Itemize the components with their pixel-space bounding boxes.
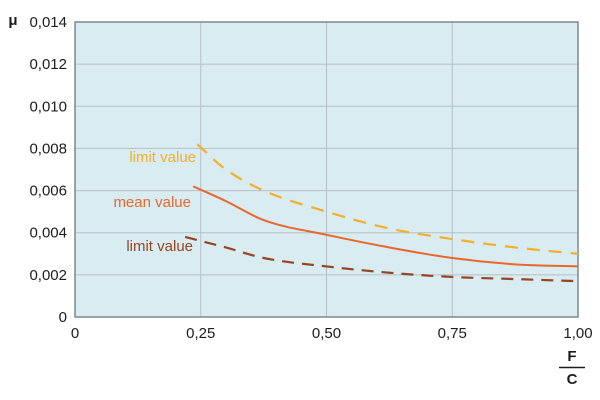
y-tick-label: 0,012 [29,56,67,73]
curve-mean-value [192,185,579,268]
y-tick-label: 0 [59,309,67,326]
curve-upper-limit-value [196,143,579,255]
y-tick-label: 0,002 [29,267,67,284]
x-tick-label: 0,75 [438,325,467,342]
series-label-upper-limit-value: limit value [129,149,196,166]
x-tick-label: 0,50 [312,325,341,342]
y-tick-label: 0,006 [29,183,67,200]
x-tick-label: 0 [71,325,79,342]
y-tick-label: 0,014 [29,14,67,31]
y-tick-label: 0,004 [29,225,67,242]
y-tick-label: 0,010 [29,98,67,115]
curve-lower-limit-value [184,235,579,283]
x-axis-title-denominator: C [567,371,578,388]
x-tick-label: 0,25 [186,325,215,342]
y-tick-label: 0,008 [29,140,67,157]
x-tick-label: 1,00 [563,325,592,342]
series-label-mean-value: mean value [113,194,191,211]
x-axis-title-numerator: F [567,348,576,365]
series-label-lower-limit-value: limit value [126,238,193,255]
plot-border [74,21,579,318]
y-axis-title: μ [8,12,17,29]
